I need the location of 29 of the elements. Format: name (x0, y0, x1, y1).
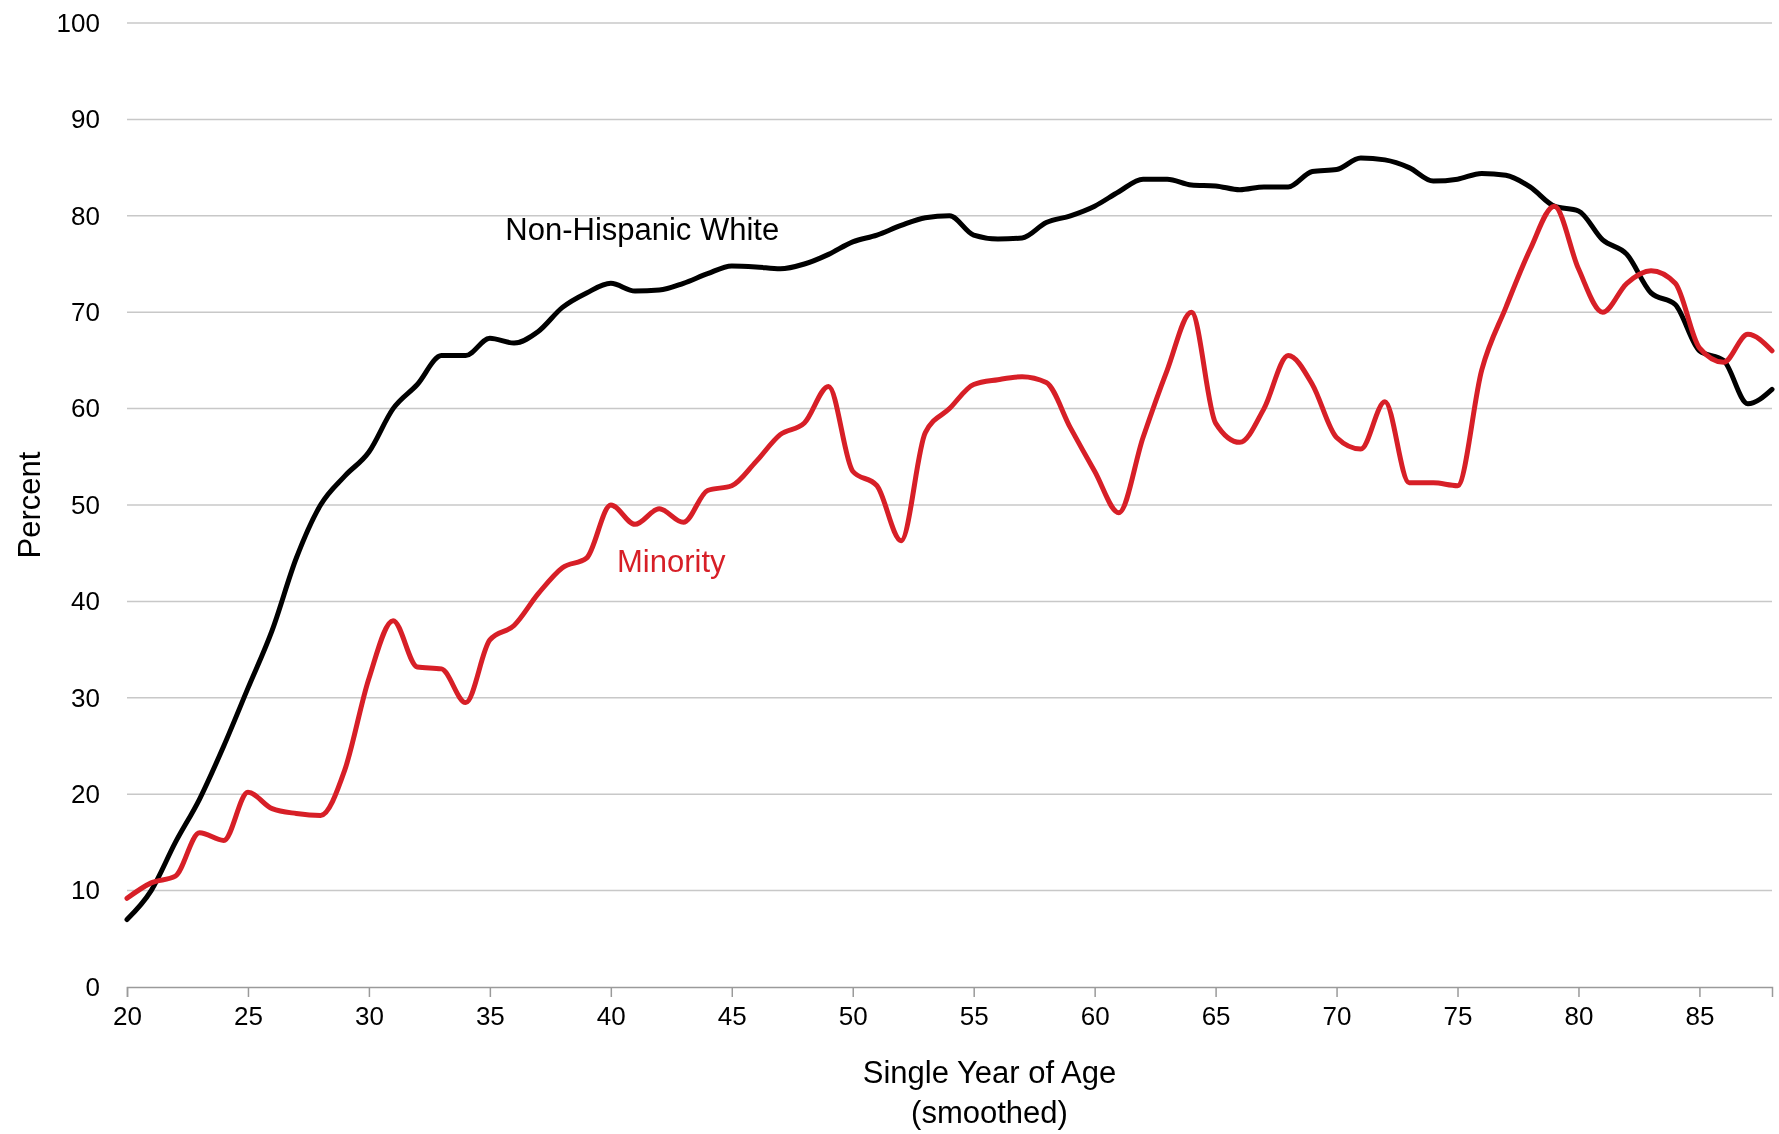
x-axis-title: Single Year of Age (smoothed) (862, 1055, 1117, 1130)
y-tick-label: 90 (71, 104, 100, 135)
y-tick-label: 10 (71, 875, 100, 906)
series-label: Minority (617, 544, 727, 580)
x-tick-label: 80 (1564, 1001, 1594, 1032)
x-tick-label: 85 (1685, 1001, 1715, 1032)
y-tick-label: 50 (71, 489, 100, 520)
y-tick-label: 40 (71, 586, 100, 617)
y-axis-title: Percent (12, 451, 47, 559)
x-tick-label: 25 (233, 1001, 263, 1032)
x-tick-label: 45 (717, 1001, 747, 1032)
x-tick-label: 35 (475, 1001, 505, 1032)
y-tick-label: 80 (71, 200, 100, 231)
y-tick-label: 0 (85, 971, 100, 1002)
x-tick-label: 40 (596, 1001, 626, 1032)
x-tick-label: 65 (1201, 1001, 1231, 1032)
y-tick-label: 30 (71, 682, 100, 713)
x-tick-label: 60 (1080, 1001, 1110, 1032)
x-tick-label: 50 (838, 1001, 868, 1032)
x-tick-label: 55 (959, 1001, 989, 1032)
x-tick-label: 30 (354, 1001, 384, 1032)
y-tick-label: 70 (71, 297, 100, 328)
x-tick-label: 75 (1443, 1001, 1473, 1032)
y-tick-label: 20 (71, 779, 100, 810)
series-label: Non-Hispanic White (505, 211, 780, 247)
y-tick-label: 60 (71, 393, 100, 424)
x-tick-label: 70 (1322, 1001, 1352, 1032)
y-tick-label: 100 (56, 7, 100, 38)
x-tick-label: 20 (113, 1001, 142, 1032)
